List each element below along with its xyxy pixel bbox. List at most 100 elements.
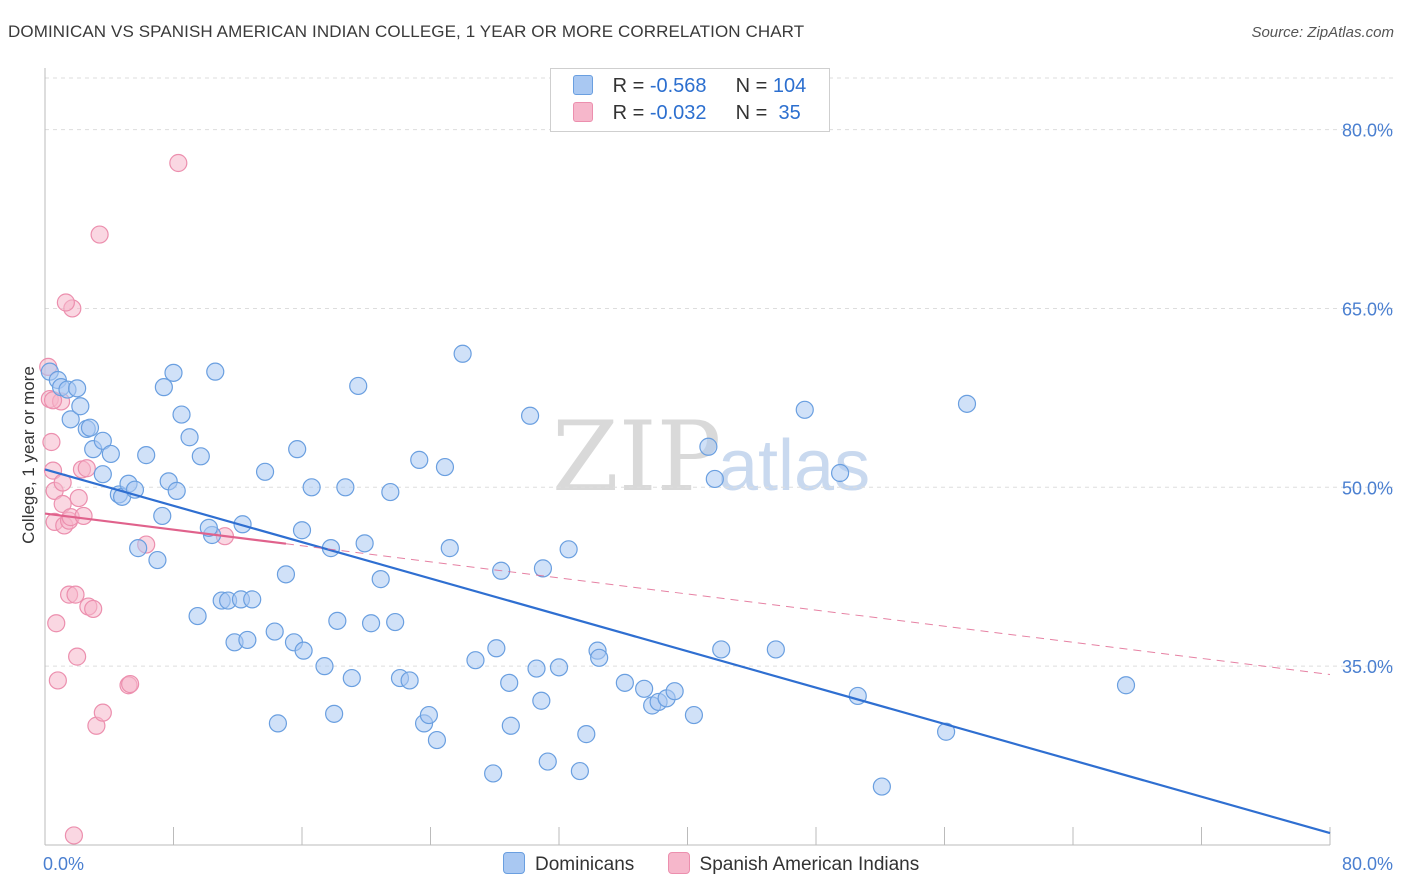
legend-swatch-dominicans [503,852,525,874]
trend-line-spanish-american-indians [44,512,287,545]
legend-n-value: 104 [772,75,807,97]
data-point-dominicans [487,639,506,658]
trend-lines [44,468,1331,835]
legend-r-label: R = [612,102,650,124]
chart-title: DOMINICAN VS SPANISH AMERICAN INDIAN COL… [8,22,805,41]
data-point-spanish-american-indians [64,826,84,845]
legend-swatch-dominicans [573,75,593,95]
data-point-spanish-american-indians [84,599,103,619]
data-point-dominicans [61,410,80,429]
data-point-dominicans [957,394,977,413]
data-point-dominicans [665,682,684,701]
data-point-dominicans [699,437,718,456]
correlation-legend: R = -0.568 N = 104 R = -0.032 N = 35 [550,68,830,132]
trend-line-dominicans [44,468,1331,835]
data-point-dominicans [527,659,546,678]
data-point-spanish-american-indians [77,459,96,478]
data-point-dominicans [315,657,334,676]
y-axis-label: College, 1 year or more [19,366,38,544]
x-tick-label: 80.0% [1342,854,1393,874]
y-tick-label: 65.0% [1342,299,1393,319]
y-tick-label: 50.0% [1342,478,1393,498]
data-point-dominicans [199,518,218,537]
data-point-spanish-american-indians [121,674,140,694]
data-point-dominicans [371,570,390,589]
data-point-dominicans [154,378,173,397]
data-point-dominicans [795,400,814,419]
data-point-dominicans [538,752,557,771]
source-label: Source: ZipAtlas.com [1251,24,1394,41]
legend-row-spanish-american-indians: R = -0.032 N = 35 [573,102,801,128]
grid-lines [45,77,1395,667]
data-point-dominicans [484,764,503,783]
data-point-dominicans [830,463,850,483]
legend-r-value: -0.032 [649,102,707,124]
data-point-spanish-american-indians [48,671,67,690]
data-point-dominicans [712,640,731,659]
legend-n-label: N = [735,102,773,124]
data-point-dominicans [520,406,540,425]
data-point-dominicans [533,559,553,578]
data-point-dominicans [501,716,520,735]
series-legend: Dominicans Spanish American Indians [503,852,947,876]
data-point-dominicans [559,540,578,559]
data-point-dominicans [80,418,100,437]
data-point-dominicans [500,673,519,692]
data-point-spanish-american-indians [93,703,112,722]
data-point-dominicans [466,651,485,670]
data-point-dominicans [68,379,87,398]
data-point-spanish-american-indians [68,647,87,666]
data-point-spanish-american-indians [47,614,66,633]
tick-labels: 35.0% 50.0% 65.0% 80.0% 0.0% 80.0% [43,121,1393,874]
data-point-spanish-american-indians [42,432,61,452]
data-point-dominicans [191,447,210,466]
data-point-dominicans [410,450,429,469]
data-point-dominicans [386,612,405,632]
data-point-dominicans [188,606,207,626]
data-point-spanish-american-indians [56,293,75,312]
legend-label-dominicans: Dominicans [535,854,635,875]
data-point-dominicans [635,679,654,698]
axes [44,68,1331,846]
data-point-spanish-american-indians [53,494,72,514]
data-point-dominicans [153,506,172,526]
data-point-spanish-american-indians [90,225,109,244]
data-point-dominicans [381,482,400,502]
data-point-dominicans [265,622,284,641]
data-point-dominicans [276,565,296,584]
data-point-dominicans [302,478,321,497]
data-point-dominicans [101,444,120,464]
data-point-dominicans [419,705,438,725]
legend-swatch-spanish-american-indians [573,102,593,122]
data-point-dominicans [328,611,347,630]
data-point-dominicans [400,671,419,690]
data-point-dominicans [532,691,551,710]
data-point-spanish-american-indians [43,391,63,410]
legend-item-spanish-american-indians: Spanish American Indians [667,852,919,876]
legend-n-label: N = [735,75,773,97]
data-point-dominicans [615,673,634,692]
data-point-dominicans [255,462,275,481]
trend-line-spanish-american-indians-dashed [285,543,1331,675]
legend-r-value: -0.568 [649,75,707,97]
data-point-dominicans [172,405,191,424]
data-point-dominicans [93,431,112,450]
data-point-dominicans [167,481,186,500]
watermark-atlas: atlas [718,426,870,506]
data-point-dominicans [342,668,361,688]
data-point-dominicans [577,725,596,744]
data-point-dominicans [238,630,257,650]
legend-n-value: 35 [772,102,801,124]
data-point-dominicans [288,440,307,459]
data-point-dominicans [1116,676,1136,695]
data-point-dominicans [294,641,313,660]
data-point-dominicans [872,777,891,796]
data-point-dominicans [292,521,312,540]
data-point-dominicans [590,648,609,667]
data-point-dominicans [206,362,225,381]
y-tick-label: 80.0% [1342,121,1393,141]
data-point-dominicans [137,446,156,465]
data-point-spanish-american-indians [69,488,88,508]
data-point-dominicans [268,714,288,733]
